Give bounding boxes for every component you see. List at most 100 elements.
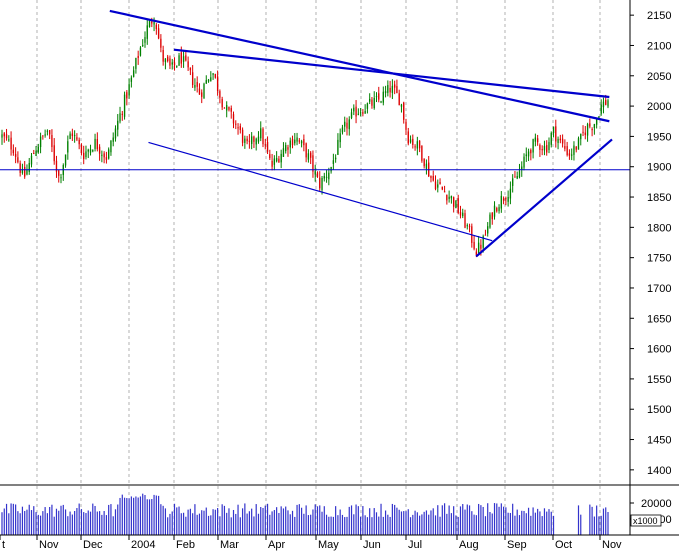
month-tick-label: t [2,539,5,551]
candle-body [505,198,507,200]
candle-body [384,91,387,94]
candle-body [316,172,319,177]
candle-body [160,38,162,48]
candle-body [280,153,282,163]
candle-body [80,144,83,154]
volume-tick-label: 20000 [641,498,672,510]
candle-body [146,25,148,39]
candle-body [441,186,443,190]
candle-body [266,141,269,152]
candle-body [92,150,94,152]
candle-body [437,184,439,188]
month-axis-ticks: t Nov Dec 2004 Feb Mar Apr May Jun Jul Aug Sep Oct No… [0,535,622,551]
candle-body [228,106,230,110]
candle-body [55,160,58,172]
candle-body [487,226,489,234]
candle-body [142,44,144,46]
candle-body [33,153,35,155]
candle-body [103,153,105,158]
candle-body [561,138,564,144]
volume-unit-box [630,514,662,527]
candle-body [26,169,28,175]
candle-body [341,127,344,133]
candle-body [400,104,403,107]
candle-body [421,145,423,161]
month-tick-label: Mar [220,539,239,551]
candle-body [303,139,305,146]
candle-body [230,108,232,112]
candle-body [328,172,330,180]
candle-body [564,146,566,149]
candle-body [498,207,500,212]
volume-bars [1,493,609,535]
candle-body [552,126,555,134]
candle-body [241,129,244,143]
candle-body [214,73,217,78]
candle-body [117,120,119,130]
candle-body [185,55,187,61]
candle-body [119,113,121,122]
candle-body [248,140,251,142]
candle-body [389,87,391,93]
candle-body [423,158,425,167]
candle-body [189,67,192,71]
candle-body [509,188,512,199]
candle-body [443,191,446,193]
candle-body [455,200,457,209]
candle-body [164,58,167,63]
candle-body [511,178,514,186]
candle-body [157,28,160,39]
candle-body [366,103,369,109]
price-tick-label: 2150 [647,10,671,22]
candle-body [153,22,155,25]
candle-body [203,83,205,99]
candle-body [64,154,67,166]
candle-body [432,175,434,181]
candle-body [473,241,475,249]
candle-body [600,104,602,114]
price-tick-label: 1700 [647,283,671,295]
candle-body [518,170,521,178]
candle-body [171,62,173,65]
candle-body [450,196,453,199]
candle-body [550,132,552,145]
price-axis-ticks: 2150 2100 2050 2000 1950 1900 1850 1800 1750 1700… [630,10,671,477]
candle-body [516,175,518,179]
candle-body [378,93,380,100]
candle-body [412,138,414,145]
candle-body [466,225,468,227]
candle-body [584,132,586,136]
candle-body [330,166,332,172]
candle-body [514,176,516,178]
price-tick-label: 1500 [647,404,671,416]
month-tick-label: May [318,539,339,551]
candle-body [605,99,607,105]
candle-body [221,99,223,108]
candle-body [559,138,562,141]
candle-body [5,134,8,139]
candle-body [489,214,491,228]
candle-body [507,196,509,202]
month-tick-label: Aug [459,539,479,551]
candle-body [182,56,185,62]
candle-body [85,151,87,158]
candle-body [87,149,89,152]
candle-body [355,106,357,117]
candle-body [250,136,253,144]
candle-body [205,80,207,84]
price-tick-label: 1950 [647,131,671,143]
candle-body [337,139,339,155]
candle-body [148,20,151,28]
candle-body [132,70,135,77]
candle-body [162,50,164,62]
candle-body [339,133,341,143]
candle-body [46,130,49,132]
candle-body [346,122,348,129]
month-tick-label: Dec [83,539,103,551]
candle-body [405,121,407,130]
candle-body [534,137,537,142]
candle-body [373,97,375,109]
candle-body [130,77,133,82]
candle-body [239,126,241,131]
